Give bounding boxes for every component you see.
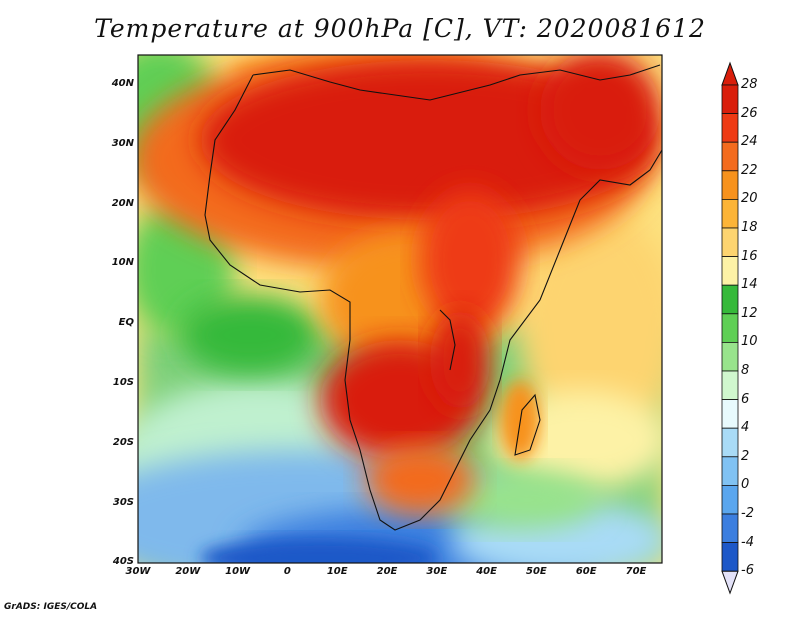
- colorbar-swatch: [721, 84, 739, 115]
- colorbar-level-label: -2: [741, 506, 754, 521]
- lon-tick-label: 20W: [175, 566, 201, 577]
- colorbar: [721, 61, 739, 595]
- lon-tick-label: 60E: [575, 566, 597, 577]
- lat-tick-label: 30N: [111, 137, 134, 149]
- map-title: Temperature at 900hPa [C], VT: 202008161…: [94, 14, 706, 43]
- colorbar-level-label: 16: [741, 248, 758, 264]
- coastlines: [204, 64, 662, 531]
- colorbar-swatch: [721, 113, 739, 143]
- colorbar-level-label: 26: [741, 105, 758, 121]
- colorbar-level-label: 12: [741, 305, 758, 321]
- lon-tick-label: 30W: [125, 566, 151, 577]
- colorbar-swatch: [721, 484, 739, 515]
- lon-tick-label: 50E: [526, 566, 547, 577]
- colorbar-level-label: -6: [741, 563, 754, 579]
- colorbar-swatch: [721, 341, 739, 372]
- lon-tick-label: 10W: [225, 566, 251, 577]
- colorbar-under-triangle: [721, 570, 739, 595]
- colorbar-swatch: [721, 284, 739, 315]
- lon-tick-label: 20E: [376, 566, 398, 577]
- colorbar-level-label: 8: [741, 363, 750, 378]
- colorbar-level-label: 24: [741, 134, 758, 150]
- colorbar-level-label: -4: [741, 534, 754, 550]
- lon-tick-label: 40E: [476, 566, 497, 577]
- colorbar-level-label: 10: [741, 334, 758, 350]
- colorbar-level-label: 18: [741, 220, 758, 235]
- colorbar-level-label: 14: [741, 277, 758, 293]
- colorbar-swatch: [721, 141, 739, 172]
- lon-tick-label: 10E: [326, 566, 348, 577]
- colorbar-swatch: [721, 256, 739, 286]
- colorbar-over-triangle: [721, 61, 739, 86]
- plot-frame: [137, 54, 663, 564]
- lon-tick-label: 30E: [426, 566, 448, 577]
- credit-text: GrADS: IGES/COLA: [4, 602, 98, 612]
- colorbar-level-label: 20: [741, 191, 758, 207]
- colorbar-swatch: [721, 542, 739, 572]
- colorbar-level-label: 0: [741, 477, 750, 493]
- colorbar-level-label: 6: [741, 391, 750, 407]
- colorbar-level-label: 28: [741, 77, 758, 92]
- colorbar-swatch: [721, 198, 739, 229]
- lat-tick-label: 20N: [111, 197, 134, 209]
- temperature-field: [138, 55, 662, 563]
- colorbar-swatch: [721, 170, 739, 200]
- colorbar-level-label: 22: [741, 162, 758, 178]
- colorbar-swatch: [721, 513, 739, 544]
- colorbar-swatch: [721, 427, 739, 458]
- lat-tick-label: 10N: [111, 257, 134, 269]
- colorbar-swatch: [721, 313, 739, 343]
- lat-tick-label: 30S: [112, 496, 134, 508]
- colorbar-swatch: [721, 227, 739, 258]
- lon-tick-label: 70E: [625, 566, 647, 577]
- lat-tick-label: 20S: [112, 436, 134, 448]
- colorbar-level-label: 4: [741, 420, 750, 436]
- colorbar-swatch: [721, 370, 739, 401]
- lon-tick-label: 0: [283, 566, 291, 577]
- lat-tick-label: 10S: [112, 377, 134, 388]
- colorbar-swatch: [721, 399, 739, 429]
- colorbar-swatch: [721, 456, 739, 486]
- lat-tick-label: 40N: [111, 78, 134, 89]
- lat-tick-label: EQ: [118, 317, 134, 329]
- lat-tick-label: 40S: [112, 556, 134, 568]
- colorbar-level-label: 2: [741, 448, 750, 464]
